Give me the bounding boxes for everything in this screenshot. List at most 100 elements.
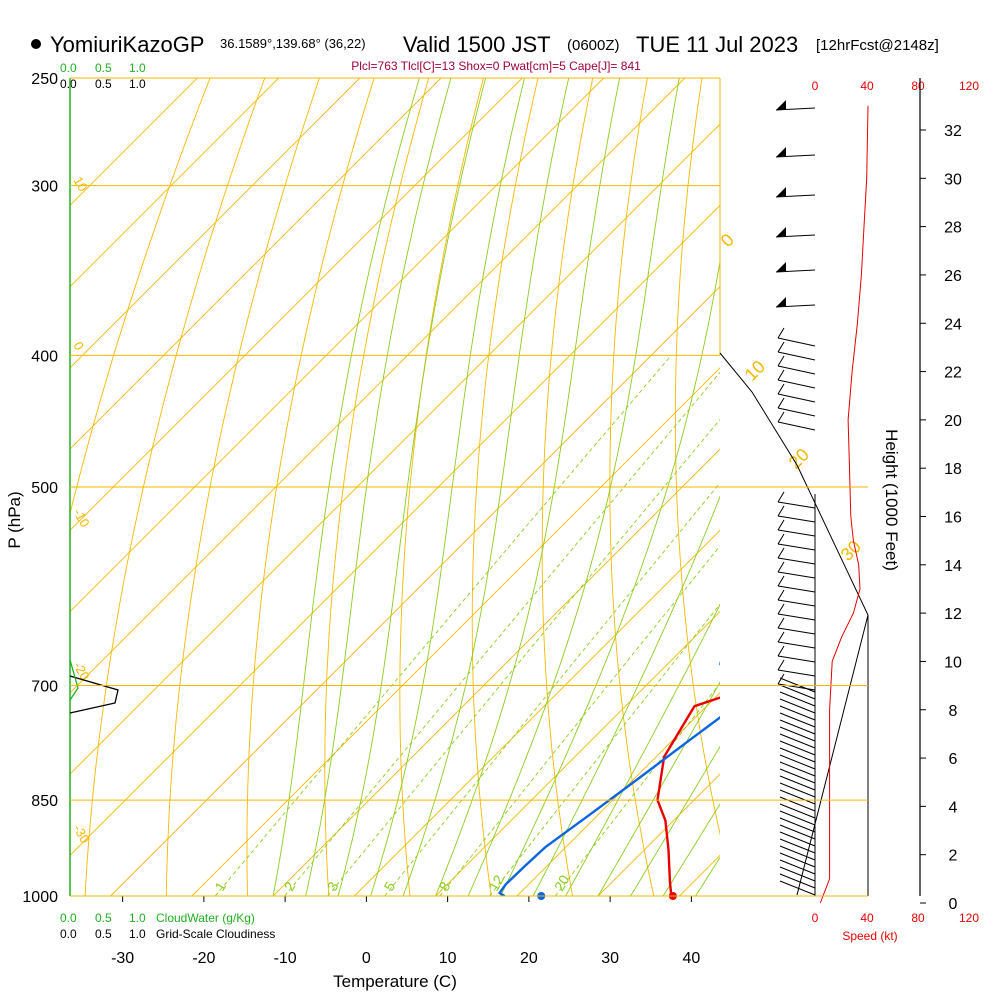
wind-barb-flag: [777, 659, 785, 671]
height-tick-label: 30: [944, 171, 962, 188]
pressure-tick-label: 250: [31, 71, 58, 88]
speed-axis-top: 0 40 80 120: [812, 79, 980, 93]
wind-barb-flag: [777, 505, 785, 517]
wind-barb: [779, 677, 816, 693]
wind-barb: [779, 831, 816, 847]
moist-adiabat-line: [272, 78, 420, 896]
wind-barb: [775, 107, 816, 111]
pressure-tick-label: 850: [31, 793, 58, 810]
dry-adiabat-label: -30: [70, 822, 92, 846]
temp-tick-label: 10: [439, 950, 457, 967]
cloudiness-label: Grid-Scale Cloudiness: [156, 927, 275, 941]
isotherm-line: [516, 692, 720, 896]
valid-date: TUE 11 Jul 2023: [636, 32, 798, 57]
cloudwater-tick-bottom-2: 1.0: [129, 911, 146, 925]
station-name: YomiuriKazoGP: [50, 32, 204, 57]
wind-barb: [779, 796, 816, 812]
mixing-ratio-line: [284, 371, 720, 896]
wind-barb: [779, 705, 816, 721]
wind-barb-flag: [777, 369, 785, 381]
wind-barb-flag: [777, 397, 785, 409]
wind-barb-flag: [777, 519, 785, 531]
wind-barb-flag: [777, 589, 785, 601]
cloudwater-tick-bottom-0: 0.0: [60, 911, 77, 925]
utc-time: (0600Z): [567, 37, 620, 54]
wind-barb-flag: [777, 645, 785, 657]
wind-barb: [779, 782, 816, 798]
wind-barb-flag: [777, 631, 785, 643]
cloudwater-tick-top-0: 0.0: [60, 61, 77, 75]
wind-barb-flag: [777, 533, 785, 545]
moist-adiabat-line: [597, 681, 720, 896]
wind-barb-flag: [777, 383, 785, 395]
wind-barb: [779, 719, 816, 735]
wind-barb: [777, 351, 816, 361]
dry-adiabat-line: [324, 78, 430, 896]
speed-axis-label: Speed (kt): [842, 929, 897, 943]
isotherm-line: [70, 78, 361, 369]
mixing-ratio-label: 2: [281, 879, 299, 894]
height-tick-label: 32: [944, 123, 962, 140]
wind-barb: [777, 393, 816, 403]
speed-tick-top-3: 120: [959, 79, 979, 93]
wind-barb: [777, 407, 816, 417]
wind-barb-flag: [777, 411, 785, 423]
wind-barb: [777, 571, 816, 579]
wind-barb: [777, 557, 816, 565]
wind-barb: [777, 379, 816, 389]
wind-barb: [775, 269, 816, 273]
wind-barb: [779, 789, 816, 805]
isotherm-label: 30: [837, 537, 865, 565]
wind-barb: [777, 337, 816, 347]
wind-barb: [777, 421, 816, 431]
cloudwater-tick-top-2: 1.0: [129, 61, 146, 75]
isotherm-line: [70, 78, 442, 450]
height-tick-label: 2: [949, 848, 958, 865]
cloud-scale-bottom: 0.0 0.5 1.0 CloudWater (g/Kg) 0.0 0.5 1.…: [60, 911, 275, 941]
speed-tick-top-0: 0: [812, 79, 819, 93]
temp-tick-label: 40: [682, 950, 700, 967]
pressure-tick-label: 1000: [22, 889, 58, 906]
wind-barb: [779, 873, 816, 889]
speed-tick-top-1: 40: [860, 79, 874, 93]
wind-barb: [775, 304, 816, 308]
wind-barb: [779, 691, 816, 707]
height-tick-label: 0: [949, 896, 958, 913]
wind-speed-line: [819, 105, 869, 904]
cloudiness-tick-bottom-1: 0.5: [95, 927, 112, 941]
wind-barb: [779, 852, 816, 868]
speed-tick-bottom-2: 80: [911, 911, 925, 925]
stats-line: Plcl=763 Tlcl[C]=13 Shox=0 Pwat[cm]=5 Ca…: [351, 59, 641, 73]
valid-time: Valid 1500 JST: [403, 32, 551, 57]
wind-barb: [777, 515, 816, 523]
moist-adiabat-line: [305, 78, 452, 896]
height-tick-label: 18: [944, 461, 962, 478]
wind-barb: [779, 761, 816, 777]
isotherm-line: [70, 78, 279, 288]
wind-barb-flag: [777, 547, 785, 559]
y-axis-label: P (hPa): [5, 491, 24, 548]
station-dot-icon: [31, 39, 41, 49]
wind-barb: [777, 599, 816, 607]
wind-barb: [779, 712, 816, 728]
height-tick-label: 16: [944, 510, 962, 527]
cloudiness-tick-top-0: 0.0: [60, 77, 77, 91]
wind-barb: [777, 669, 816, 677]
temperature-line: [656, 696, 720, 896]
forecast-label: [12hrFcst@2148z]: [816, 37, 939, 54]
mixing-ratio-label: 20: [551, 872, 573, 894]
mixing-ratio-line: [327, 418, 720, 896]
dry-adiabat-label: 0: [70, 339, 87, 353]
cloudiness-tick-top-1: 0.5: [95, 77, 112, 91]
wind-barb-flag: [777, 617, 785, 629]
wind-barb-pennant: [776, 262, 786, 272]
moist-adiabat-line: [402, 78, 570, 896]
mixing-ratio-line: [439, 545, 720, 896]
wind-barb-pennant: [776, 147, 786, 157]
pressure-tick-label: 700: [31, 679, 58, 696]
wind-barb: [779, 859, 816, 875]
height-tick-label: 20: [944, 413, 962, 430]
wind-barb: [777, 529, 816, 537]
wind-barb-flag: [777, 355, 785, 367]
